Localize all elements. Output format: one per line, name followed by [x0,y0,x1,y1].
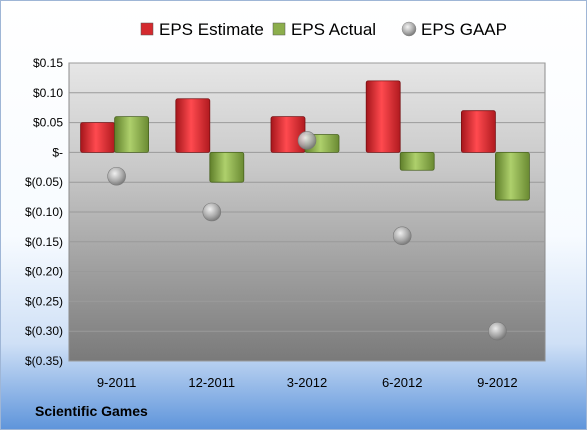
bar-eps-estimate [80,122,115,153]
y-tick-label: $(0.30) [25,324,63,338]
point-eps-gaap [202,202,222,222]
point-eps-gaap [488,321,507,341]
y-tick-label: $0.05 [33,116,63,130]
y-tick-label: $(0.15) [25,235,63,249]
bar-eps-estimate [460,110,496,153]
point-eps-gaap [107,166,126,186]
y-tick-label: $(0.10) [25,205,63,219]
x-tick-label: 6-2012 [382,375,422,390]
x-tick-label: 3-2012 [287,375,327,390]
y-tick-label: $0.10 [33,86,63,100]
point-eps-gaap [392,226,412,246]
x-tick-label: 9-2011 [97,375,137,390]
bar-eps-actual [494,151,530,201]
x-tick-label: 9-2012 [477,375,517,390]
point-eps-gaap [297,131,317,150]
company-name: Scientific Games [35,403,148,419]
legend-swatch [140,22,154,36]
bar-eps-actual [209,151,245,183]
y-tick-label: $(0.25) [25,294,63,308]
y-tick-label: $- [52,145,63,159]
x-tick-label: 12-2011 [188,375,235,390]
legend-label: EPS Actual [291,20,376,39]
y-tick-label: $(0.20) [25,265,63,279]
legend-swatch [401,21,417,37]
legend-swatch [272,22,286,36]
legend-label: EPS GAAP [421,20,507,39]
bar-eps-estimate [175,98,211,153]
y-tick-label: $(0.05) [25,175,63,189]
bar-eps-actual [114,116,149,153]
legend-label: EPS Estimate [159,20,264,39]
bar-eps-actual [399,151,435,171]
y-tick-label: $(0.35) [25,354,63,368]
y-tick-label: $0.15 [33,56,63,70]
bar-eps-estimate [365,80,401,153]
